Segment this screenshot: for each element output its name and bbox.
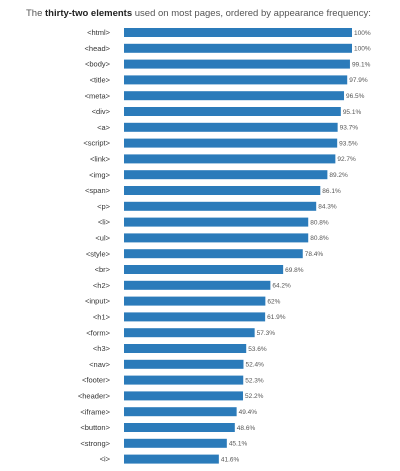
value-label: 52.2% — [245, 393, 264, 400]
category-label: <span> — [85, 186, 111, 195]
value-label: 53.6% — [248, 346, 267, 353]
value-label: 97.9% — [349, 77, 368, 84]
value-label: 41.6% — [221, 456, 240, 463]
value-label: 78.4% — [305, 251, 324, 258]
bar — [124, 138, 338, 148]
bar — [124, 423, 235, 432]
category-label: <html> — [87, 28, 111, 37]
value-label: 93.7% — [340, 125, 359, 132]
category-label: <i> — [100, 455, 111, 464]
bar — [124, 217, 309, 227]
category-label: <iframe> — [80, 407, 110, 416]
value-label: 45.1% — [229, 441, 248, 448]
category-label: <body> — [85, 60, 111, 69]
bar — [124, 75, 348, 85]
category-label: <meta> — [85, 91, 111, 100]
category-label: <head> — [85, 44, 111, 53]
bar — [124, 28, 352, 37]
bar — [124, 328, 255, 338]
value-label: 92.7% — [337, 156, 356, 163]
bar — [124, 359, 244, 369]
category-label: <footer> — [82, 376, 111, 385]
value-label: 93.5% — [339, 140, 358, 147]
bar — [124, 59, 350, 69]
value-label: 86.1% — [322, 188, 341, 195]
category-label: <div> — [92, 107, 111, 116]
value-label: 96.5% — [346, 93, 365, 100]
category-label: <br> — [95, 265, 111, 274]
bar — [124, 454, 219, 464]
category-label: <ul> — [95, 234, 110, 243]
category-label: <p> — [97, 202, 111, 211]
bar — [124, 107, 341, 116]
chart-title: The thirty-two elements used on most pag… — [26, 8, 371, 19]
bar — [124, 233, 309, 243]
value-label: 89.2% — [329, 172, 348, 179]
bar — [124, 344, 247, 353]
value-label: 52.4% — [245, 362, 264, 369]
value-label: 52.3% — [245, 377, 264, 384]
value-label: 64.2% — [272, 283, 291, 290]
category-label: <a> — [97, 123, 111, 132]
bar — [124, 407, 237, 417]
category-label: <img> — [89, 170, 110, 179]
category-label: <header> — [78, 392, 111, 401]
value-label: 80.8% — [310, 219, 329, 226]
bar — [124, 122, 338, 132]
category-label: <li> — [98, 218, 111, 227]
category-label: <form> — [86, 328, 110, 337]
category-label: <h3> — [93, 344, 111, 353]
bar — [124, 201, 317, 211]
bar — [124, 186, 321, 195]
bar — [124, 154, 336, 164]
value-label: 69.8% — [285, 267, 304, 274]
bar — [124, 91, 345, 101]
bar — [124, 43, 352, 53]
category-label: <input> — [85, 297, 111, 306]
category-label: <h1> — [93, 313, 111, 322]
category-label: <strong> — [80, 439, 110, 448]
value-label: 62% — [267, 298, 280, 305]
bar — [124, 375, 244, 385]
category-label: <nav> — [89, 360, 110, 369]
value-label: 49.4% — [239, 409, 258, 416]
bar — [124, 265, 284, 274]
category-label: <link> — [90, 155, 111, 164]
bar — [124, 391, 244, 401]
category-label: <button> — [80, 423, 110, 432]
category-label: <style> — [86, 249, 111, 258]
bar — [124, 296, 266, 306]
category-label: <h2> — [93, 281, 111, 290]
value-label: 99.1% — [352, 61, 371, 68]
bar — [124, 249, 303, 259]
value-label: 48.6% — [237, 425, 256, 432]
value-label: 100% — [354, 30, 371, 37]
chart-title-emphasis: thirty-two elements — [45, 8, 133, 19]
value-label: 84.3% — [318, 204, 337, 211]
value-label: 57.3% — [257, 330, 276, 337]
value-label: 80.8% — [310, 235, 329, 242]
category-label: <script> — [83, 139, 110, 148]
value-label: 95.1% — [343, 109, 362, 116]
bar — [124, 280, 271, 290]
value-label: 100% — [354, 46, 371, 53]
bar — [124, 438, 227, 448]
category-label: <title> — [90, 76, 111, 85]
value-label: 61.9% — [267, 314, 286, 321]
bar — [124, 170, 328, 180]
bar — [124, 312, 266, 322]
